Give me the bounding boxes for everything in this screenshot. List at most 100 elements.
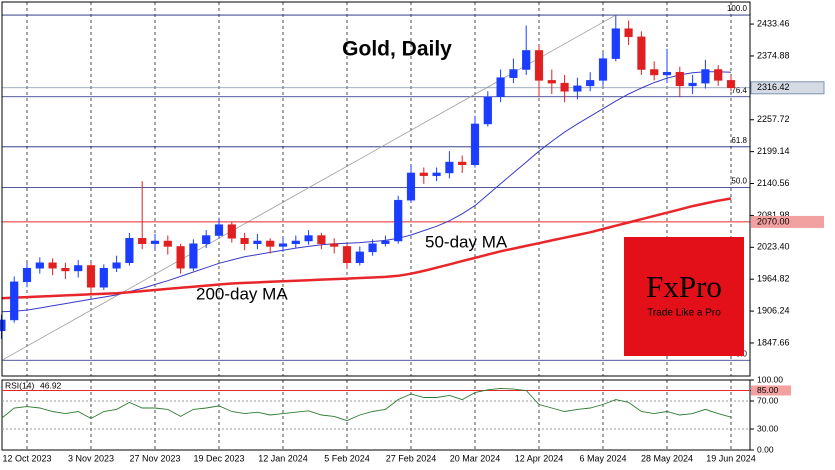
candle-body [406,172,416,201]
ma-annotation: 200-day MA [196,284,288,303]
last-price-label: 2316.42 [757,82,790,92]
x-tick-label: 12 Jan 2024 [258,453,308,463]
ma-annotation: 50-day MA [425,232,508,251]
rsi-label: RSI(14) [5,380,34,390]
candle-body [432,172,441,176]
y-tick-label: 1847.66 [757,337,790,347]
y-tick-label: 2140.56 [757,178,790,188]
level-tag [751,215,824,228]
candle-body [48,262,57,269]
rsi-tick-label: 100.00 [757,374,783,384]
candle-body [304,235,313,242]
candle-body [688,82,697,87]
logo: FxPro Trade Like a Pro [624,237,744,356]
candle-body [547,80,556,84]
x-tick-label: 3 Nov 2023 [68,453,114,463]
x-tick-label: 19 Jun 2024 [706,453,756,463]
candle-body [86,265,96,288]
x-tick-label: 5 Feb 2024 [324,453,370,463]
logo-brand: FxPro [646,269,722,304]
rsi-panel-frame [1,379,751,451]
candle-body [726,80,736,89]
candle-body [253,240,262,244]
y-tick-label: 2023.40 [757,242,790,252]
candle-body [61,267,70,272]
x-tick-label: 6 May 2024 [579,453,626,463]
candle-body [227,224,236,239]
candle-body [138,238,147,244]
y-tick-label: 2374.88 [757,50,790,60]
candle-body [496,77,505,97]
candle-body [522,50,531,70]
candle-body [534,50,544,81]
y-tick-label: 2081.98 [757,210,790,220]
candle-body [483,96,492,125]
candle-body [125,238,134,264]
rsi-alert-tag [751,385,791,396]
y-tick-label: 1964.82 [757,274,790,284]
candle-body [112,262,121,269]
candle-body [0,319,6,332]
candle-body [586,80,595,87]
candle-body [202,235,211,244]
candle-body [214,224,224,236]
candle-body [637,36,646,70]
candle-body [458,161,467,166]
price-panel-frame [1,1,751,377]
y-tick-label: 2433.46 [757,18,790,28]
candle-body [624,28,633,38]
candle-body [701,69,710,84]
candle-body [470,123,480,166]
rsi-line [1,387,732,422]
candle-body [509,69,518,78]
candle-body [662,71,672,76]
candle-body [445,161,454,174]
candle-body [573,85,582,92]
candle-body [74,265,83,272]
rsi-tick-label: 0.00 [757,444,774,454]
rsi-tick-label: 85.00 [757,385,779,395]
last-price-tag [750,81,825,95]
candle-body [35,262,44,269]
level-tag-label: 2070.00 [757,216,790,226]
fib-label: 50.0 [731,177,747,186]
x-tick-label: 28 May 2024 [641,453,693,463]
logo-box [624,237,744,356]
x-tick-label: 19 Dec 2023 [193,453,244,463]
y-tick-label: 2257.72 [757,114,790,124]
rsi-tick-label: 30.00 [757,423,779,433]
logo-tagline: Trade Like a Pro [647,308,721,319]
candle-body [394,199,403,242]
candle-body [163,240,172,247]
candle-body [368,243,377,253]
chart-title: Gold, Daily [342,38,452,61]
candle-body [176,246,185,269]
moving-average-line [1,197,732,300]
candle-body [99,267,108,288]
candle-body [330,243,339,247]
candle-body [266,240,275,247]
candle-body [22,267,32,283]
x-tick-label: 27 Nov 2023 [129,453,180,463]
candle-body [150,240,160,244]
x-tick-label: 27 Feb 2024 [386,453,437,463]
fib-label: 76.4 [731,86,747,95]
candle-body [381,240,390,244]
candle-body [278,243,288,247]
fib-label: 100.0 [727,4,748,13]
candle-body [611,28,620,59]
fib-label: 61.8 [731,136,747,145]
candle-body [598,58,608,81]
rsi-last-value: 46.92 [40,380,62,390]
candle-body [560,82,569,92]
x-tick-label: 20 Mar 2024 [450,453,501,463]
x-tick-label: 12 Apr 2024 [515,453,564,463]
candle-body [240,238,249,244]
y-tick-label: 2199.14 [757,146,790,156]
y-tick-label: 1906.24 [757,305,790,315]
candle-body [675,71,684,87]
x-tick-label: 12 Oct 2023 [2,453,51,463]
candle-body [342,246,352,264]
